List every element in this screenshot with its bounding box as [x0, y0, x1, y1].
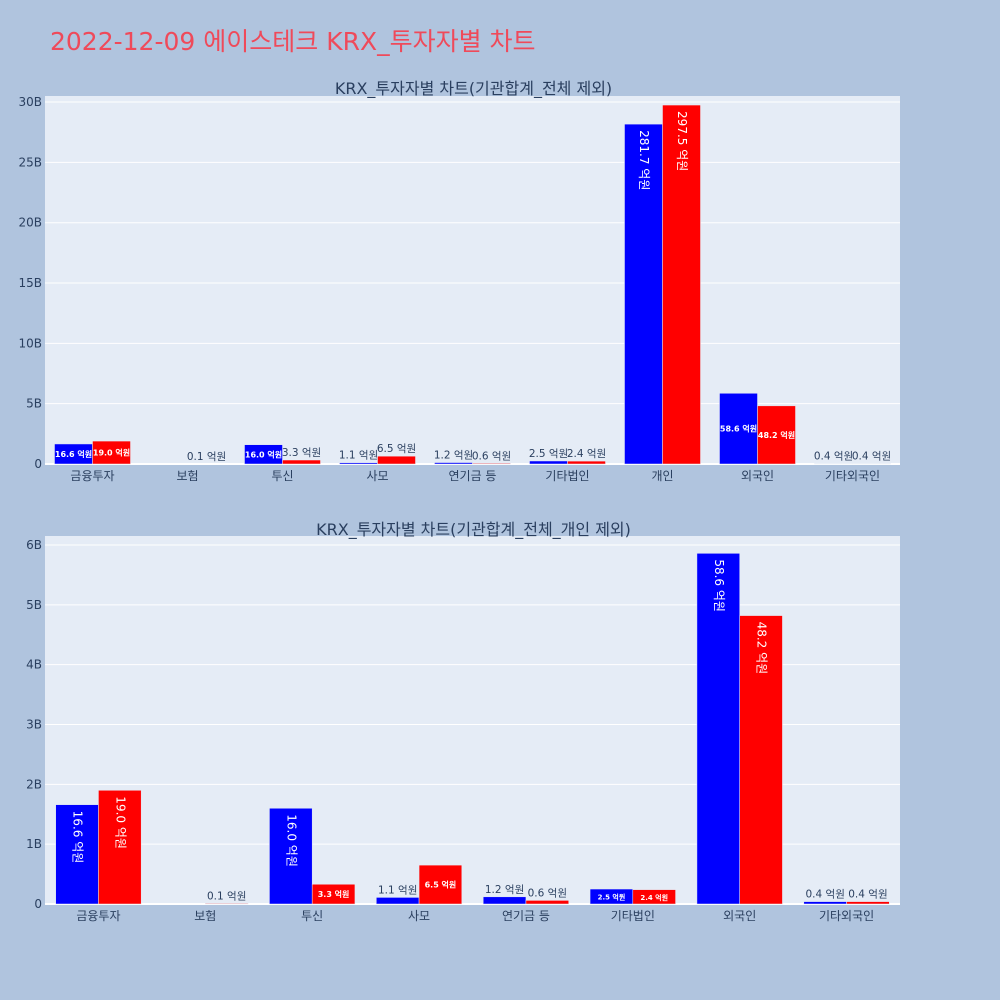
bar: [418, 864, 463, 905]
y-tick-label: 5B: [26, 397, 42, 411]
bar-value-label: 6.5 억원: [425, 880, 457, 890]
bar: [376, 897, 420, 905]
y-tick-label: 6B: [26, 538, 42, 552]
chart-title: KRX_투자자별 차트(기관합계_전체 제외): [335, 79, 612, 99]
bar: [269, 808, 313, 905]
page-title-rest: KRX_투자자별 차트: [326, 27, 536, 56]
y-tick-label: 10B: [18, 336, 42, 350]
bar-value-label: 58.6 억원: [720, 424, 757, 434]
x-tick-label: 사모: [366, 469, 388, 483]
bar: [757, 405, 796, 465]
y-tick-label: 1B: [26, 837, 42, 851]
bar: [311, 884, 356, 905]
bar: [632, 889, 676, 905]
x-tick-label: 금융투자: [76, 909, 120, 923]
bar-value-label: 16.0 억원: [245, 449, 282, 459]
bar-value-label: 2.5 억원: [529, 448, 568, 460]
x-tick-label: 보험: [194, 909, 216, 923]
x-tick-label: 기타법인: [545, 469, 589, 483]
bar-value-label: 0.4 억원: [814, 451, 853, 463]
bar-value-label: 6.5 억원: [377, 443, 416, 455]
bar-value-label: 48.2 억원: [758, 430, 795, 440]
bar-value-label: 2.4 억원: [640, 893, 668, 902]
bar-value-label: 3.3 억원: [318, 889, 350, 899]
bar-value-label: 297.5 억원: [675, 111, 689, 171]
x-tick-label: 투신: [271, 469, 293, 483]
chart-title: KRX_투자자별 차트(기관합계_전체_개인 제외): [316, 520, 631, 540]
page-title-date: 2022-12-09: [50, 27, 196, 56]
y-tick-label: 30B: [18, 95, 42, 109]
y-tick-label: 0: [34, 457, 42, 471]
bar: [739, 615, 783, 905]
bar: [846, 901, 890, 905]
x-tick-label: 보험: [176, 469, 198, 483]
bar-value-label: 0.1 억원: [187, 451, 226, 463]
y-tick-label: 0: [34, 897, 42, 911]
bar: [472, 463, 511, 465]
bar-value-label: 0.4 억원: [848, 889, 887, 901]
y-tick-label: 2B: [26, 777, 42, 791]
page-title-company: 에이스테크: [203, 27, 319, 56]
bar-value-label: 1.1 억원: [339, 450, 378, 462]
bar-value-label: 1.1 억원: [378, 884, 417, 896]
x-tick-label: 외국인: [723, 909, 756, 923]
bar-value-label: 0.4 억원: [806, 889, 845, 901]
bar: [567, 460, 606, 465]
bar-value-label: 2.5 억원: [598, 893, 626, 902]
bar-value-label: 0.6 억원: [472, 450, 511, 462]
bar-value-label: 2.4 억원: [567, 448, 606, 460]
bar-value-label: 1.2 억원: [485, 884, 524, 896]
bar: [624, 123, 663, 465]
bar: [662, 104, 701, 465]
page-title: 2022-12-09 에이스테크 KRX_투자자별 차트: [50, 22, 536, 58]
y-tick-label: 15B: [18, 276, 42, 290]
bar-value-label: 3.3 억원: [282, 447, 321, 459]
bar: [803, 901, 847, 905]
x-tick-label: 기타외국인: [819, 909, 874, 923]
x-tick-label: 개인: [651, 469, 673, 483]
x-tick-label: 기타외국인: [825, 469, 880, 483]
bar: [282, 459, 321, 465]
bar: [55, 804, 99, 905]
x-tick-label: 기타법인: [611, 909, 655, 923]
x-tick-label: 연기금 등: [502, 909, 550, 923]
bar-value-label: 48.2 억원: [755, 622, 769, 675]
bar-value-label: 19.0 억원: [93, 448, 130, 458]
x-tick-label: 투신: [301, 909, 323, 923]
bar-value-label: 19.0 억원: [113, 796, 127, 849]
y-tick-label: 25B: [18, 155, 42, 169]
y-tick-label: 5B: [26, 598, 42, 612]
bar: [525, 900, 569, 905]
bar-value-label: 0.4 억원: [852, 451, 891, 463]
bar-value-label: 16.6 억원: [55, 449, 92, 459]
bar-value-label: 0.6 억원: [528, 887, 567, 899]
x-tick-label: 연기금 등: [449, 469, 497, 483]
bar: [205, 903, 249, 905]
bar: [377, 455, 416, 465]
bar: [696, 553, 740, 905]
bar-value-label: 1.2 억원: [434, 450, 473, 462]
y-tick-label: 4B: [26, 658, 42, 672]
bar: [92, 440, 131, 465]
x-tick-label: 외국인: [741, 469, 774, 483]
bar: [482, 896, 527, 905]
bar-value-label: 281.7 억원: [637, 130, 651, 190]
bar: [98, 790, 142, 905]
y-tick-label: 20B: [18, 216, 42, 230]
bar-value-label: 16.0 억원: [284, 814, 298, 867]
bar: [244, 444, 283, 465]
x-tick-label: 금융투자: [70, 469, 114, 483]
bar-value-label: 16.6 억원: [71, 811, 85, 864]
x-tick-label: 사모: [408, 909, 430, 923]
y-tick-label: 3B: [26, 717, 42, 731]
bar-value-label: 0.1 억원: [207, 890, 246, 902]
bar-value-label: 58.6 억원: [712, 559, 726, 612]
